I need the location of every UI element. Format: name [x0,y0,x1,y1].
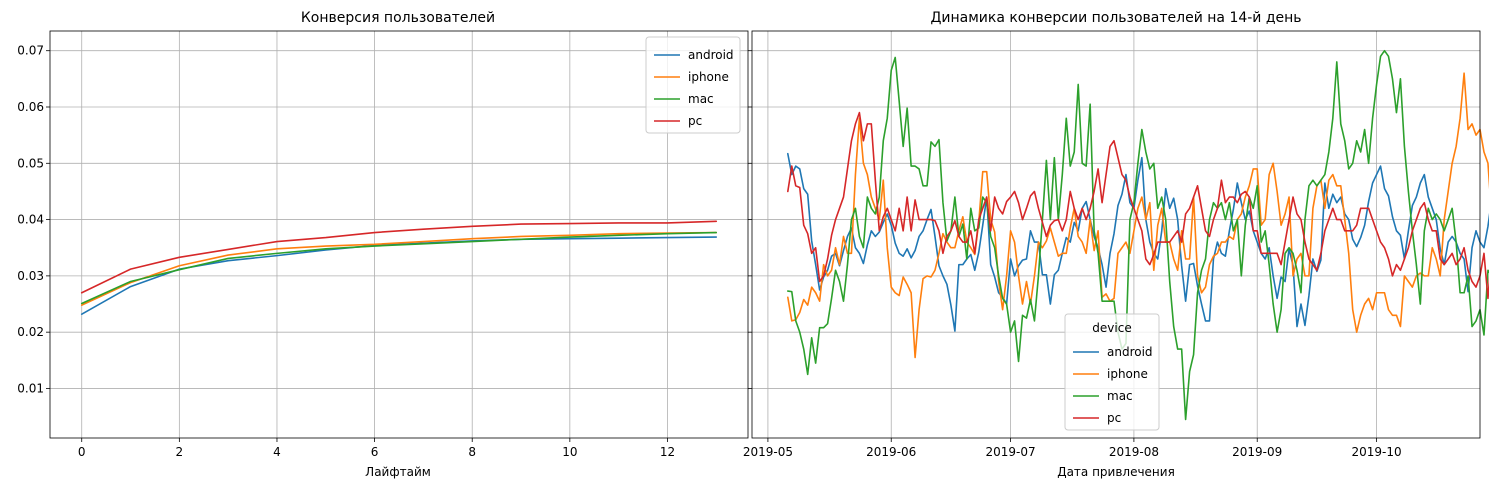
axes-frame [49,30,749,439]
y-tick-label: 0.01 [17,381,44,395]
x-tick-label: 2019-06 [866,445,916,459]
x-tick-label: 2 [176,445,184,459]
legend-frame [645,36,741,134]
y-tick-label: 0.05 [17,156,44,170]
x-tick-label: 2019-09 [1232,445,1282,459]
series-line-android [787,152,1489,332]
y-tick-label: 0.03 [17,269,44,283]
x-tick-label: 0 [78,445,86,459]
chart-lifetime-conversion-title: Конверсия пользователей [301,10,495,26]
x-tick-label: 2019-05 [743,445,793,459]
legend-label-iphone: iphone [1107,367,1148,381]
chart-day14-dynamics: Динамика конверсии пользователей на 14-й… [743,10,1489,479]
x-tick-label: 10 [562,445,577,459]
x-tick-label: 12 [660,445,675,459]
x-tick-label: 8 [468,445,476,459]
y-tick-label: 0.02 [17,325,44,339]
y-tick-label: 0.07 [17,44,44,58]
series-line-mac [787,49,1489,421]
chart-day14-dynamics-title: Динамика конверсии пользователей на 14-й… [930,10,1301,26]
chart-day14-dynamics-legend: device android iphone mac pc [1064,313,1160,431]
y-tick-label: 0.06 [17,100,44,114]
chart-lifetime-conversion: Конверсия пользователей 0 2 4 6 8 10 12 0.01 0.0… [17,10,749,479]
chart-day14-dynamics-xlabel: Дата привлечения [1057,465,1175,479]
legend-label-android: android [688,48,734,62]
chart-lifetime-conversion-legend: android iphone mac pc [645,36,741,134]
axes-frame [751,30,1481,439]
legend-label-mac: mac [1107,389,1133,403]
series-line-pc [787,111,1489,300]
x-tick-label: 4 [273,445,281,459]
x-tick-label: 2019-10 [1351,445,1401,459]
series-line-iphone [80,231,718,306]
x-tick-label: 2019-07 [986,445,1036,459]
legend-label-android: android [1107,345,1153,359]
legend-label-pc: pc [1107,411,1121,425]
legend-frame [1064,313,1160,431]
series-line-mac [80,231,718,305]
legend-label-iphone: iphone [688,70,729,84]
series-line-pc [80,220,718,294]
x-tick-label: 6 [371,445,379,459]
legend-label-pc: pc [688,114,702,128]
legend-title: device [1092,321,1131,335]
legend-label-mac: mac [688,92,714,106]
x-tick-label: 2019-08 [1109,445,1159,459]
chart-lifetime-conversion-xlabel: Лайфтайм [365,465,431,479]
y-tick-label: 0.04 [17,213,44,227]
series-line-iphone [787,72,1489,359]
